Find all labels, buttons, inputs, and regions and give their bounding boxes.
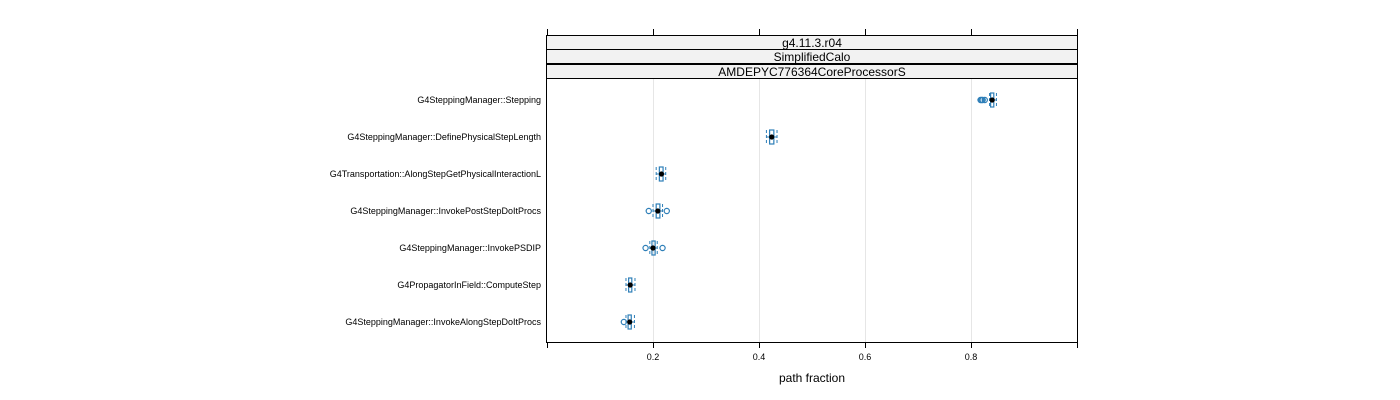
- strip-headers: g4.11.3.r04 SimplifiedCalo AMDEPYC776364…: [546, 35, 1078, 79]
- box-group: [977, 92, 997, 108]
- category-label: G4SteppingManager::Stepping: [417, 95, 541, 105]
- outlier-point: [620, 318, 628, 326]
- category-label: G4PropagatorInField::ComputeStep: [397, 280, 541, 290]
- median-dot: [769, 134, 775, 140]
- median-dot: [650, 245, 656, 251]
- outlier-point: [659, 244, 666, 252]
- box-group: [765, 129, 778, 145]
- panel-border: [546, 78, 1078, 343]
- median-dot: [627, 282, 633, 288]
- strip-3-text: AMDEPYC776364CoreProcessorS: [718, 65, 905, 79]
- category-label: G4Transportation::AlongStepGetPhysicalIn…: [330, 169, 541, 179]
- median-dot: [658, 171, 665, 177]
- x-axis-title: path fraction: [779, 371, 845, 385]
- outlier-point: [663, 207, 670, 215]
- category-label: G4SteppingManager::InvokePSDIP: [399, 243, 541, 253]
- x-tick-label: 0.2: [647, 352, 660, 362]
- strip-1-text: g4.11.3.r04: [782, 36, 842, 50]
- box-group: [620, 314, 635, 330]
- box-group: [642, 240, 666, 256]
- x-tick-label: 0.8: [965, 352, 978, 362]
- x-axis-ticks: 0.2 0.4 0.6 0.8: [547, 29, 1078, 362]
- x-tick-label: 0.6: [859, 352, 872, 362]
- strip-2-bg: [546, 49, 1078, 64]
- category-label: G4SteppingManager::DefinePhysicalStepLen…: [347, 132, 541, 142]
- category-labels: G4SteppingManager::SteppingG4SteppingMan…: [330, 95, 542, 327]
- outlier-point: [642, 244, 649, 252]
- outlier-point: [645, 207, 652, 215]
- box-group: [625, 277, 636, 293]
- outlier-point: [979, 96, 986, 104]
- boxplot-marks: [620, 92, 997, 330]
- outlier-point: [981, 96, 988, 104]
- strip-2-text: SimplifiedCalo: [774, 50, 851, 64]
- median-dot: [655, 208, 661, 214]
- category-label: G4SteppingManager::InvokePostStepDoItPro…: [350, 206, 541, 216]
- category-label: G4SteppingManager::InvokeAlongStepDoItPr…: [345, 317, 541, 327]
- grid-layer: [653, 79, 972, 342]
- median-dot: [627, 319, 633, 325]
- x-tick-label: 0.4: [753, 352, 766, 362]
- box-group: [655, 166, 667, 182]
- median-dot: [989, 97, 995, 103]
- box-group: [645, 203, 670, 219]
